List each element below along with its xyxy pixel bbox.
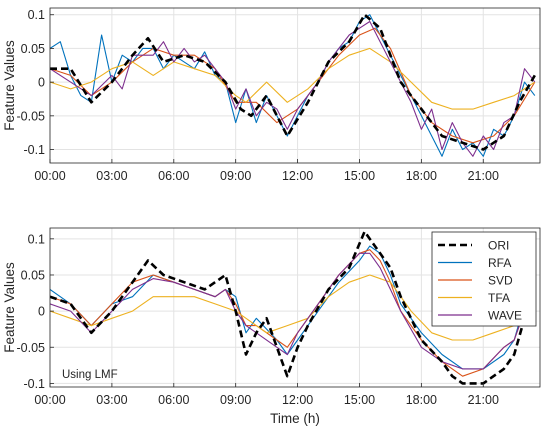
- legend-label-rfa: RFA: [488, 256, 511, 270]
- y-tick-label: -0.05: [17, 341, 46, 355]
- x-tick-label: 15:00: [344, 169, 375, 183]
- y-tick-label: -0.1: [23, 143, 45, 157]
- x-axis-label: Time (h): [270, 411, 320, 426]
- x-tick-label: 15:00: [344, 393, 375, 407]
- series-line-tfa: [50, 274, 536, 341]
- x-tick-label: 18:00: [406, 169, 437, 183]
- y-tick-label: 0.1: [28, 8, 45, 22]
- y-tick-label: 0.05: [21, 42, 45, 56]
- legend-label-svd: SVD: [488, 274, 513, 288]
- x-tick-label: 18:00: [406, 393, 437, 407]
- y-tick-label: 0: [38, 76, 45, 90]
- series-line-wave: [50, 252, 535, 370]
- plot-area: [50, 8, 540, 163]
- y-axis-label: Feature Values: [2, 262, 17, 353]
- x-tick-label: 03:00: [96, 169, 127, 183]
- legend-label-tfa: TFA: [488, 291, 510, 305]
- x-tick-label: 06:00: [158, 169, 189, 183]
- legend-box: [431, 231, 537, 327]
- axes-frame: [49, 7, 541, 164]
- legend: ORI RFA SVD TFA WAVE: [431, 231, 537, 327]
- legend-label-ori: ORI: [488, 239, 509, 253]
- x-tick-label: 00:00: [34, 393, 65, 407]
- bottom-chart-panel: 00:00 03:00 06:00 09:00 12:00 15:00 18:00 21:00…: [2, 227, 541, 426]
- x-tick-label: 21:00: [468, 169, 499, 183]
- legend-label-wave: WAVE: [488, 309, 522, 323]
- x-tick-label: 09:00: [220, 393, 251, 407]
- axes-frame: [49, 227, 541, 388]
- top-chart-panel: 00:00 03:00 06:00 09:00 12:00 15:00 18:00 21:00…: [2, 7, 541, 183]
- y-axis-label: Feature Values: [2, 40, 17, 131]
- series-line-tfa: [50, 47, 536, 110]
- series-line-ori: [50, 13, 536, 151]
- y-tick-label: 0: [38, 305, 45, 319]
- series-group: [50, 230, 536, 385]
- x-tick-label: 06:00: [158, 393, 189, 407]
- x-tick-label: 12:00: [282, 393, 313, 407]
- y-tick-label: -0.05: [17, 109, 46, 123]
- y-tick-label: -0.1: [23, 377, 45, 391]
- x-tick-label: 21:00: [468, 393, 499, 407]
- annotation-text: Using LMF: [62, 369, 118, 381]
- series-line-ori: [50, 230, 536, 385]
- x-tick-label: 09:00: [220, 169, 251, 183]
- series-group: [50, 13, 536, 157]
- x-tick-label: 03:00: [96, 393, 127, 407]
- x-tick-label: 00:00: [34, 169, 65, 183]
- y-tick-label: 0.05: [21, 268, 45, 282]
- y-tick-label: 0.1: [28, 232, 45, 246]
- x-tick-label: 12:00: [282, 169, 313, 183]
